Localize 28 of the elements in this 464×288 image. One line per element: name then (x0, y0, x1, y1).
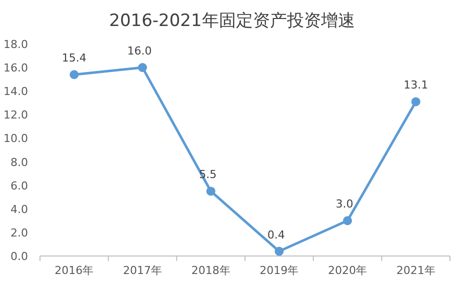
data-label: 3.0 (336, 198, 354, 211)
y-tick-label: 8.0 (10, 156, 28, 169)
point (206, 186, 216, 196)
data-label: 15.4 (62, 52, 86, 65)
point (411, 97, 420, 106)
x-tick-label: 2021年 (396, 264, 436, 277)
data-label: 13.1 (404, 78, 428, 92)
y-tick-label: 10.0 (4, 132, 28, 146)
y-tick-label: 16.0 (4, 62, 28, 75)
y-tick-label: 6.0 (10, 179, 28, 192)
x-tick-label: 2017年 (123, 264, 162, 277)
y-tick-label: 2.0 (10, 226, 28, 240)
y-tick-label: 14.0 (4, 85, 28, 98)
x-tick-label: 2019年 (260, 264, 299, 277)
y-tick-label: 4.0 (10, 202, 28, 216)
point (343, 216, 352, 226)
data-label: 16.0 (127, 44, 152, 58)
x-tick-label: 2020年 (328, 264, 367, 277)
data-label: 0.4 (267, 228, 285, 242)
point (138, 63, 147, 72)
x-tick-label: 2018年 (191, 264, 230, 277)
y-tick-label: 18.0 (4, 38, 28, 51)
chart-title: 2016-2021年固定资产投资增速 (109, 11, 355, 31)
y-tick-label: 0.0 (10, 250, 28, 263)
y-tick-label: 12.0 (4, 108, 28, 122)
point (274, 246, 284, 256)
x-tick-label: 2016年 (54, 264, 94, 277)
point (70, 70, 79, 80)
